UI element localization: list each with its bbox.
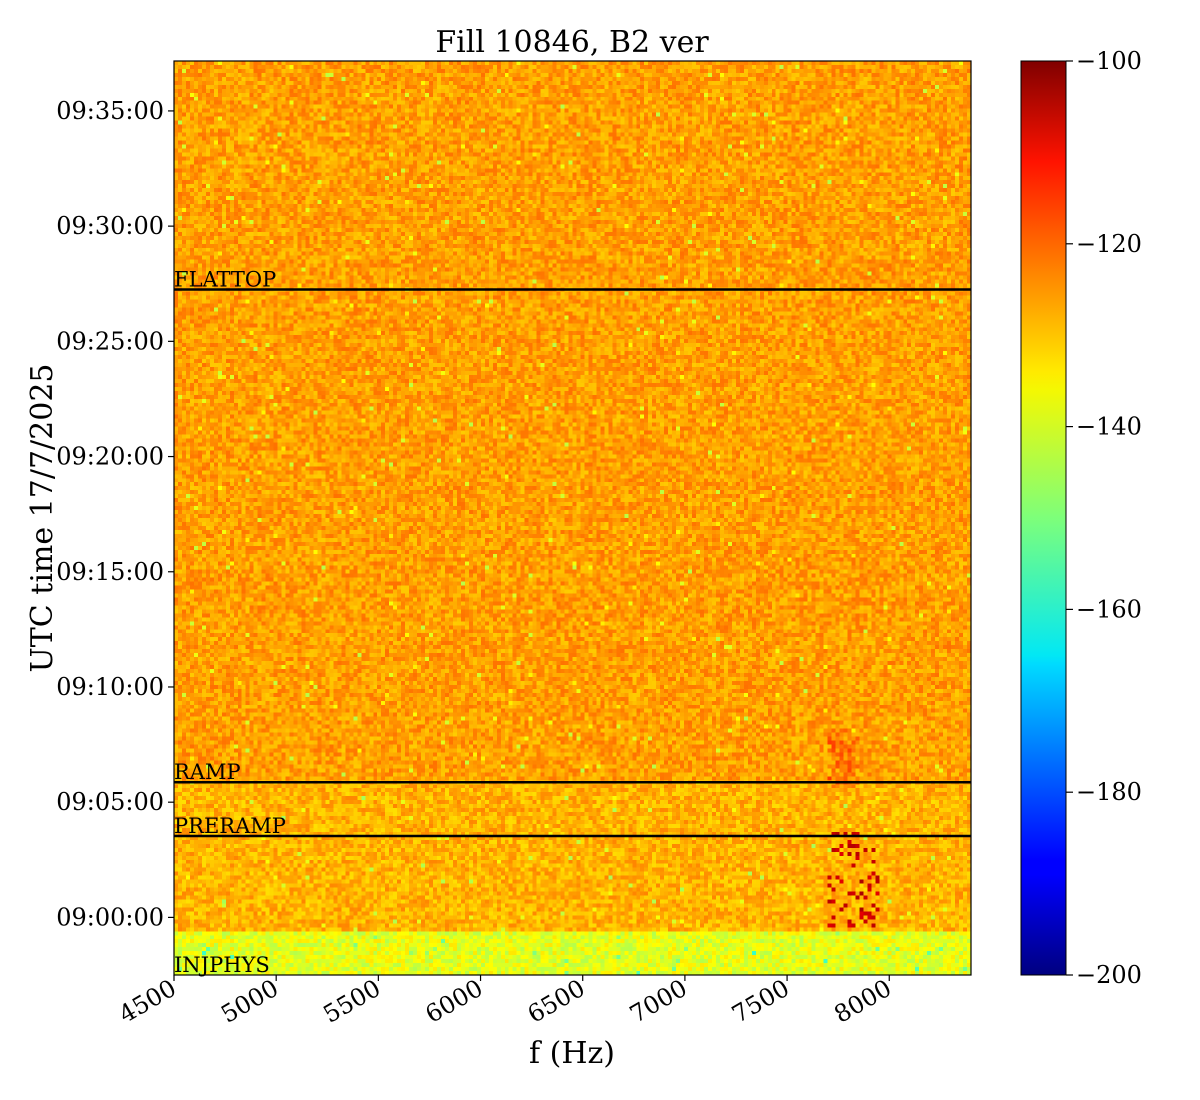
y-tick-label: 09:00:00 — [56, 903, 164, 931]
x-axis: 4500 5000 5500 6000 6500 7000 7500 8000 — [114, 974, 896, 1029]
y-tick-label: 09:25:00 — [56, 327, 164, 355]
colorbar-gradient — [1020, 60, 1067, 976]
chart-title: Fill 10846, B2 ver — [435, 25, 709, 60]
event-label-flattop: FLATTOP — [174, 268, 276, 292]
colorbar-tick-label: −200 — [1076, 961, 1142, 989]
x-tick-label: 7500 — [727, 974, 794, 1029]
colorbar: −100 −120 −140 −160 −180 −200 — [1020, 47, 1142, 989]
colorbar-tick-label: −120 — [1076, 230, 1142, 258]
y-tick-label: 09:30:00 — [56, 212, 164, 240]
y-tick-label: 09:15:00 — [56, 558, 164, 586]
colorbar-tick-label: −140 — [1076, 413, 1142, 441]
y-tick-label: 09:05:00 — [56, 788, 164, 816]
x-axis-label: f (Hz) — [529, 1036, 615, 1071]
x-tick-label: 8000 — [829, 974, 896, 1029]
colorbar-tick-label: −180 — [1076, 778, 1142, 806]
colorbar-tick-label: −100 — [1076, 47, 1142, 75]
x-tick-label: 5500 — [318, 974, 385, 1029]
y-axis: 09:00:00 09:05:00 09:10:00 09:15:00 09:20:00… — [56, 97, 174, 931]
x-tick-label: 6000 — [421, 974, 488, 1029]
event-label-preramp: PRERAMP — [174, 814, 286, 838]
y-tick-label: 09:35:00 — [56, 97, 164, 125]
x-tick-label: 4500 — [114, 974, 181, 1029]
y-tick-label: 09:10:00 — [56, 673, 164, 701]
x-tick-label: 5000 — [216, 974, 283, 1029]
plot-frame — [173, 60, 972, 976]
y-axis-label: UTC time 17/7/2025 — [25, 364, 60, 673]
heatmap-plot-area — [174, 61, 971, 975]
x-tick-label: 6500 — [523, 974, 590, 1029]
spectrogram-heatmap — [174, 61, 971, 975]
event-label-ramp: RAMP — [174, 760, 241, 784]
y-tick-label: 09:20:00 — [56, 443, 164, 471]
event-markers: FLATTOP RAMP PRERAMP INJPHYS — [174, 268, 971, 977]
x-tick-label: 7000 — [625, 974, 692, 1029]
colorbar-tick-label: −160 — [1076, 595, 1142, 623]
event-label-injphys: INJPHYS — [174, 953, 270, 977]
